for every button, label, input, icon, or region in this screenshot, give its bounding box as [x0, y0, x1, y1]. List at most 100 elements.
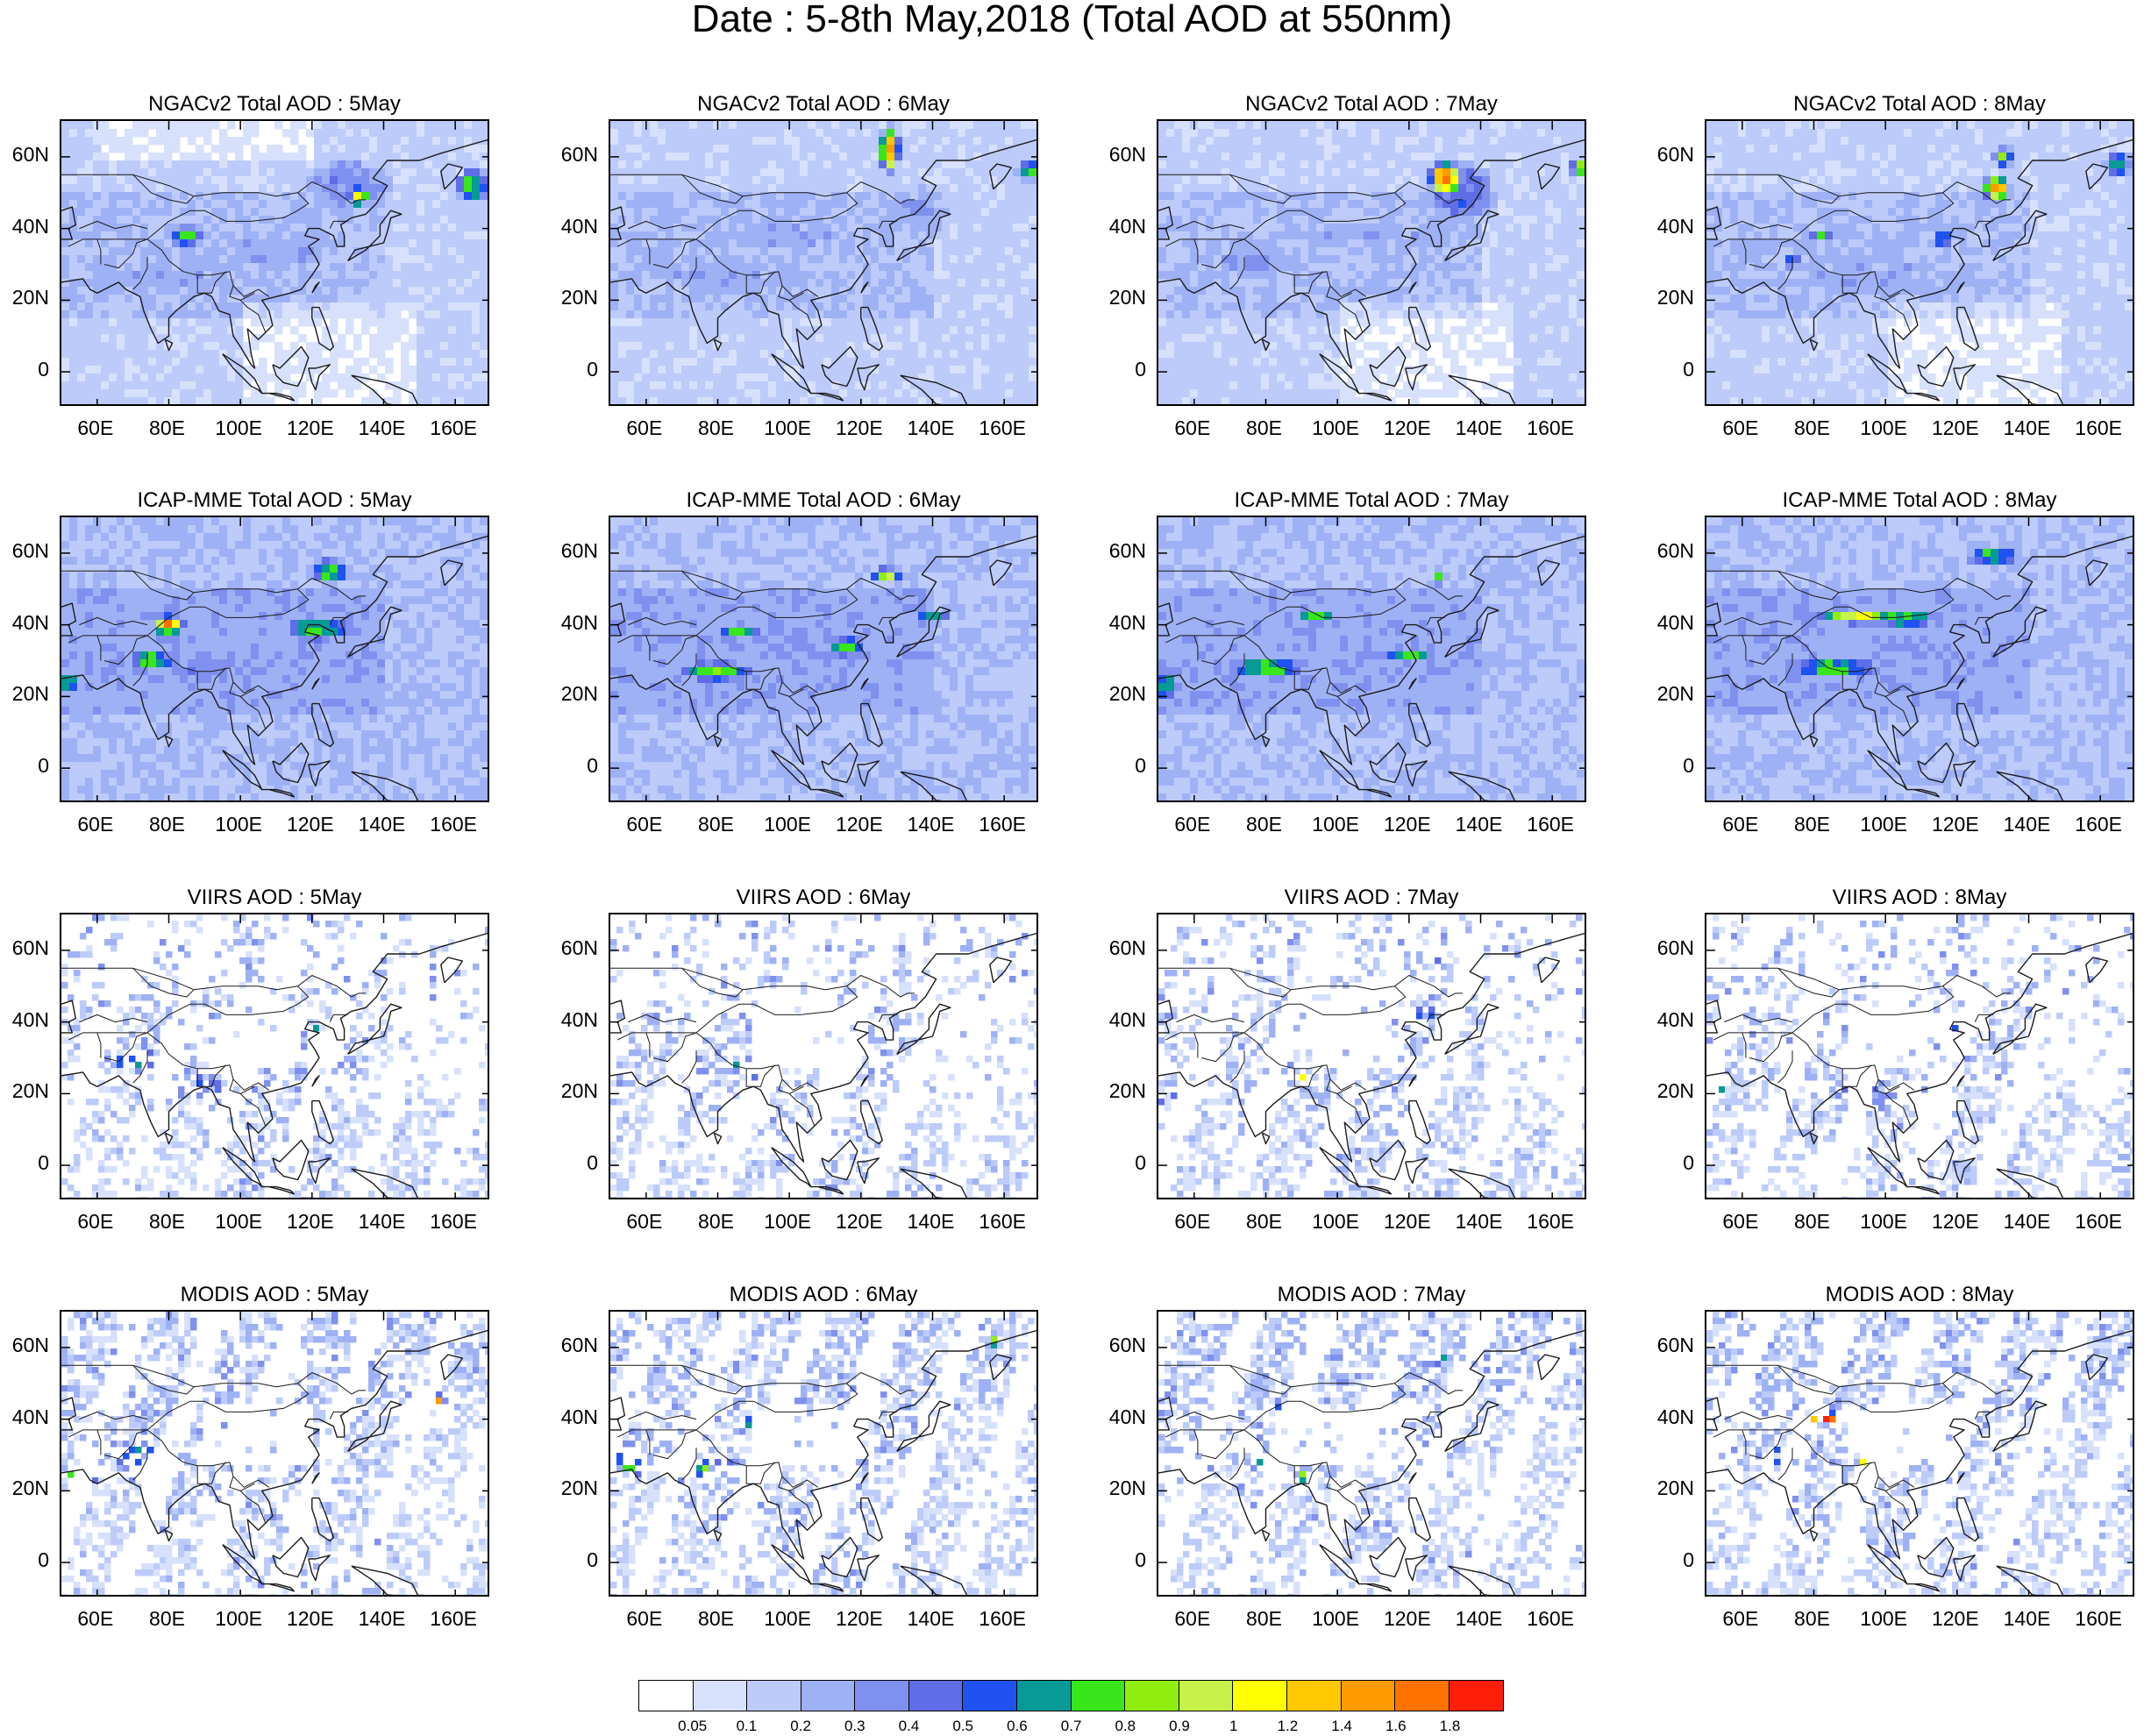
lon-tick-label: 160E	[972, 815, 1033, 835]
lon-tick-label: 140E	[1997, 815, 2058, 835]
lon-tick-label: 160E	[972, 1609, 1033, 1629]
lat-tick-label: 0	[1102, 359, 1146, 380]
lon-tick-label: 60E	[65, 418, 126, 438]
lat-tick-label: 20N	[1650, 1478, 1694, 1498]
lon-tick-label: 140E	[901, 418, 962, 438]
lat-tick-label: 40N	[554, 612, 598, 633]
lon-tick-label: 160E	[1520, 418, 1581, 438]
lat-tick-label: 40N	[1650, 1009, 1694, 1030]
lon-tick-label: 80E	[1782, 815, 1843, 835]
coastline-overlay	[1158, 139, 1585, 404]
aod-field	[1706, 517, 2133, 800]
colorbar-label: 0.8	[1103, 1718, 1147, 1733]
axis-ticks	[610, 914, 1036, 1198]
coastline-overlay	[61, 932, 488, 1198]
map-panel: VIIRS AOD : 7May 60N 40N 20N 0 60E 80E 100E 120E…	[1109, 886, 1586, 1232]
lon-tick-label: 120E	[280, 418, 341, 438]
lon-tick-label: 80E	[1234, 418, 1295, 438]
aod-field	[61, 1312, 488, 1595]
lat-tick-label: 20N	[5, 288, 49, 308]
lon-tick-label: 120E	[280, 1609, 341, 1629]
lat-tick-label: 0	[554, 1550, 598, 1570]
lon-tick-label: 80E	[137, 1609, 198, 1629]
panel-title: ICAP-MME Total AOD : 5May	[42, 489, 507, 512]
axis-ticks	[61, 914, 488, 1198]
lon-tick-label: 80E	[1782, 418, 1843, 438]
aod-field	[1158, 1312, 1585, 1595]
lon-tick-label: 80E	[137, 815, 198, 835]
lat-tick-label: 20N	[554, 288, 598, 308]
lat-tick-label: 60N	[1650, 937, 1694, 958]
lon-tick-label: 60E	[1162, 815, 1223, 835]
lon-tick-label: 160E	[2068, 418, 2129, 438]
lon-tick-label: 140E	[1997, 418, 2058, 438]
map-panel: NGACv2 Total AOD : 5May 60N 40N 20N 0 60E 80E 1…	[12, 93, 489, 438]
lon-tick-label: 100E	[757, 418, 818, 438]
aod-map	[1706, 1312, 2133, 1595]
map-area	[609, 1310, 1038, 1597]
lon-tick-label: 100E	[1305, 1212, 1366, 1232]
lat-tick-label: 0	[1650, 756, 1694, 776]
coastline-overlay	[1158, 932, 1585, 1198]
lon-tick-label: 100E	[208, 1609, 269, 1629]
aod-field	[61, 121, 488, 404]
aod-map	[1706, 517, 2133, 800]
lat-tick-label: 60N	[5, 1334, 49, 1355]
lat-tick-label: 0	[1650, 1153, 1694, 1173]
lat-tick-label: 0	[1650, 1550, 1694, 1570]
map-panel: NGACv2 Total AOD : 8May 60N 40N 20N 0 60E 80E 1…	[1657, 93, 2134, 438]
lon-tick-label: 140E	[352, 1609, 413, 1629]
lat-tick-label: 20N	[5, 1478, 49, 1498]
aod-map	[610, 517, 1036, 800]
lon-tick-label: 120E	[280, 1212, 341, 1232]
lon-tick-label: 160E	[1520, 1212, 1581, 1232]
axis-ticks	[61, 517, 488, 800]
lon-tick-label: 140E	[1997, 1609, 2058, 1629]
lon-tick-label: 100E	[1305, 815, 1366, 835]
lon-tick-label: 140E	[352, 418, 413, 438]
aod-field	[1158, 517, 1585, 800]
lat-tick-label: 60N	[554, 1334, 598, 1355]
axis-ticks	[1706, 121, 2133, 404]
lon-tick-label: 140E	[901, 1212, 962, 1232]
aod-map	[610, 121, 1036, 404]
lon-tick-label: 100E	[757, 815, 818, 835]
colorbar-swatch	[639, 1681, 694, 1711]
colorbar-label: 1	[1212, 1718, 1256, 1733]
lon-tick-label: 100E	[757, 1212, 818, 1232]
map-area	[60, 1310, 489, 1597]
panel-title: NGACv2 Total AOD : 7May	[1139, 93, 1604, 116]
lon-tick-label: 80E	[1782, 1609, 1843, 1629]
lat-tick-label: 0	[1102, 756, 1146, 776]
map-area	[60, 119, 489, 406]
aod-map	[1158, 517, 1585, 800]
lat-tick-label: 60N	[554, 144, 598, 165]
lon-tick-label: 60E	[1710, 1212, 1771, 1232]
lon-tick-label: 120E	[280, 815, 341, 835]
map-panel: MODIS AOD : 5May 60N 40N 20N 0 60E 80E 100E 120E…	[12, 1284, 489, 1629]
panel-title: VIIRS AOD : 7May	[1139, 886, 1604, 909]
lon-tick-label: 120E	[1925, 1609, 1986, 1629]
map-area	[1157, 516, 1586, 802]
lat-tick-label: 0	[1102, 1153, 1146, 1173]
axis-ticks	[1706, 914, 2133, 1198]
lon-tick-label: 80E	[1234, 1609, 1295, 1629]
lon-tick-label: 140E	[1449, 1212, 1510, 1232]
aod-map	[61, 1312, 488, 1595]
axis-ticks	[1706, 517, 2133, 800]
lon-tick-label: 60E	[1710, 815, 1771, 835]
map-panel: NGACv2 Total AOD : 6May 60N 40N 20N 0 60E 80E 1…	[561, 93, 1038, 438]
panel-title: VIIRS AOD : 8May	[1687, 886, 2144, 909]
panel-title: MODIS AOD : 7May	[1139, 1284, 1604, 1306]
lon-tick-label: 80E	[686, 418, 747, 438]
colorbar-label: 0.05	[671, 1718, 715, 1733]
lon-tick-label: 120E	[1377, 1609, 1438, 1629]
map-area	[609, 516, 1038, 802]
colorbar-swatch	[1071, 1681, 1126, 1711]
colorbar-swatch	[801, 1681, 856, 1711]
aod-field	[610, 517, 1036, 800]
lat-tick-label: 20N	[1102, 288, 1146, 308]
coastline-overlay	[1158, 1329, 1585, 1595]
axis-ticks	[61, 121, 488, 404]
panel-title: ICAP-MME Total AOD : 8May	[1687, 489, 2144, 512]
